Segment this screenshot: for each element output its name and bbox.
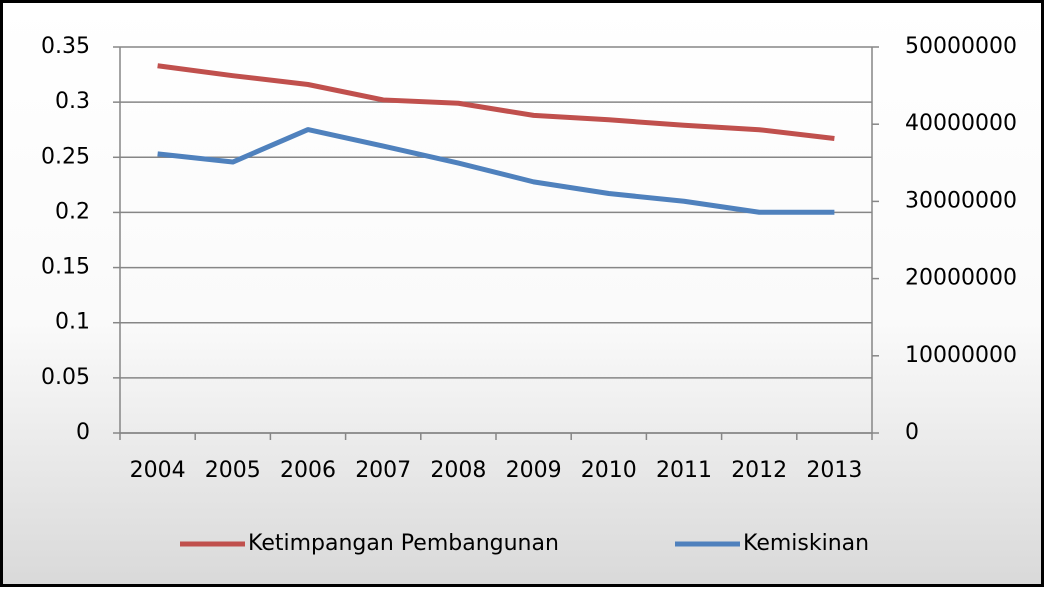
x-tick-label: 2011	[656, 458, 712, 483]
y2-tick-label: 50000000	[905, 34, 1017, 59]
x-tick-label: 2005	[205, 458, 261, 483]
y-tick-label: 0.1	[55, 310, 90, 335]
legend-label: Kemiskinan	[743, 531, 869, 556]
y2-tick-label: 0	[905, 420, 919, 445]
y-tick-label: 0.25	[41, 144, 90, 169]
x-tick-label: 2007	[355, 458, 411, 483]
y2-tick-label: 10000000	[905, 343, 1017, 368]
x-tick-label: 2009	[506, 458, 562, 483]
x-tick-label: 2004	[130, 458, 186, 483]
y-tick-label: 0	[76, 420, 90, 445]
y2-tick-label: 40000000	[905, 111, 1017, 136]
y-tick-label: 0.3	[55, 89, 90, 114]
y-tick-label: 0.35	[41, 34, 90, 59]
y2-tick-label: 30000000	[905, 188, 1017, 213]
y2-tick-label: 20000000	[905, 266, 1017, 291]
x-tick-label: 2008	[430, 458, 486, 483]
x-tick-label: 2012	[731, 458, 787, 483]
series-line	[157, 63, 835, 142]
x-tick-label: 2013	[806, 458, 862, 483]
y-tick-label: 0.05	[41, 365, 90, 390]
legend-label: Ketimpangan Pembangunan	[248, 531, 559, 556]
y-tick-label: 0.2	[55, 199, 90, 224]
series-line	[157, 127, 835, 215]
y-tick-label: 0.15	[41, 255, 90, 280]
x-tick-label: 2006	[280, 458, 336, 483]
x-tick-label: 2010	[581, 458, 637, 483]
